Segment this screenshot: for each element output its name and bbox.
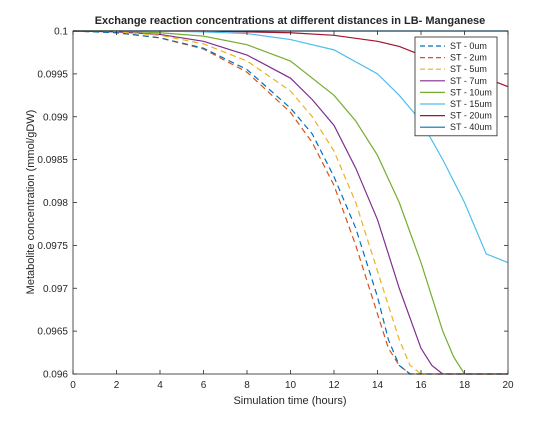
legend-label-6: ST - 20um [450,111,492,121]
x-tick-label: 6 [201,380,207,391]
x-tick-label: 20 [502,380,514,391]
legend-label-5: ST - 15um [450,99,492,109]
legend-label-0: ST - 0um [450,41,487,51]
series-line-3 [72,30,508,375]
y-tick-label: 0.0965 [37,327,68,338]
x-axis-label: Simulation time (hours) [233,395,346,407]
x-tick-label: 14 [372,380,384,391]
y-tick-label: 0.096 [43,370,68,381]
y-tick-label: 0.0975 [37,241,68,252]
y-tick-label: 0.1 [54,27,68,38]
y-tick-label: 0.098 [43,198,68,209]
tick-layer: 0 2 4 6 8 10 12 14 16 18 20 0.096 0.0965 0.097 0.0975 0… [37,27,514,392]
legend-label-3: ST - 7um [450,76,487,86]
x-tick-label: 2 [114,380,120,391]
x-tick-label: 0 [70,380,76,391]
x-tick-label: 8 [244,380,250,391]
legend-box [414,36,498,137]
legend-label-2: ST - 5um [450,64,487,74]
legend-label-4: ST - 10um [450,87,492,97]
y-tick-label: 0.097 [43,284,68,295]
chart-title: Exchange reaction concentrations at diff… [95,15,486,27]
x-tick-label: 10 [285,380,297,391]
series-line-4 [73,30,508,375]
y-tick-label: 0.0995 [37,69,68,80]
legend-label-1: ST - 2um [450,53,487,63]
y-tick-label: 0.099 [43,112,68,123]
x-tick-label: 18 [459,380,471,391]
y-axis-label: Metabolite concentration (mmol/gDW) [25,110,37,295]
x-tick-label: 4 [157,380,163,391]
y-tick-label: 0.0985 [37,155,68,166]
x-tick-label: 16 [415,380,427,391]
legend-label-7: ST - 40um [450,122,492,132]
x-tick-label: 12 [328,380,340,391]
